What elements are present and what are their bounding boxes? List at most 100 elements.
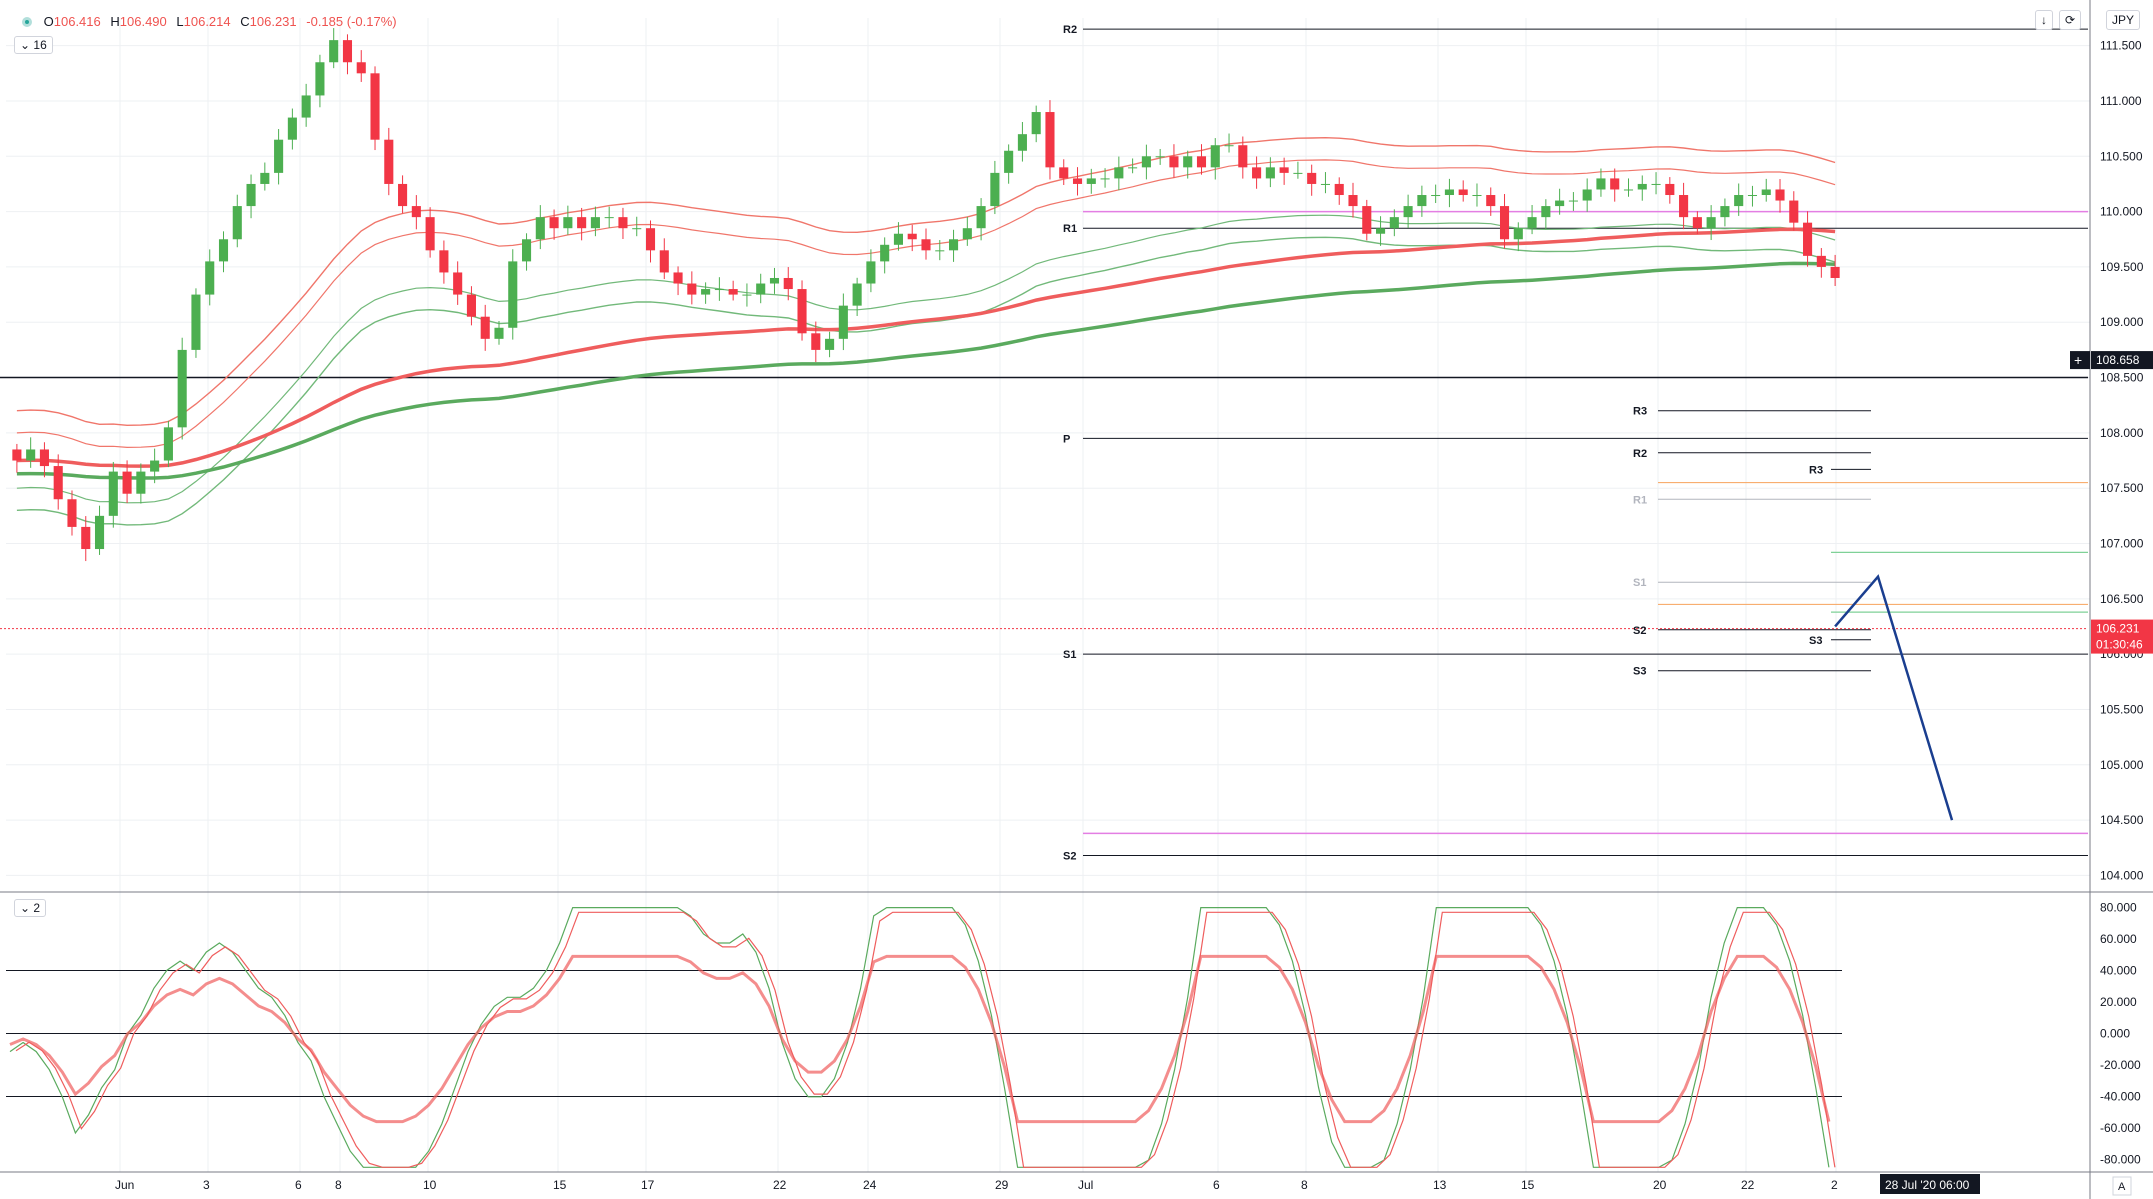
- candle-body: [907, 233, 917, 240]
- candle-body: [453, 272, 463, 295]
- candle-body: [1114, 167, 1124, 179]
- candle-body: [1252, 167, 1262, 179]
- candle-body: [1348, 195, 1358, 207]
- candle-body: [232, 206, 242, 240]
- candle-body: [1376, 228, 1386, 234]
- candle-body: [1265, 167, 1275, 179]
- candle-body: [205, 261, 215, 295]
- time-tick-label: 10: [423, 1178, 437, 1192]
- candle-body: [274, 139, 284, 173]
- ohlc-o-value: 106.416: [53, 14, 101, 29]
- candle-body: [1486, 195, 1496, 207]
- weekly-pivot-label: S2: [1633, 625, 1646, 637]
- chevron-down-icon: ⌄: [20, 38, 31, 52]
- candle-body: [728, 289, 738, 295]
- osc-tick-label: -20.000: [2100, 1058, 2141, 1072]
- osc-tick-label: 80.000: [2100, 901, 2137, 915]
- candle-body: [1183, 156, 1193, 168]
- chevron-down-icon: ⌄: [20, 901, 31, 915]
- time-tick-label: 15: [553, 1178, 567, 1192]
- candle-body: [1830, 266, 1840, 278]
- time-tick-label: 13: [1433, 1178, 1447, 1192]
- price-tick-label: 105.000: [2100, 758, 2144, 772]
- candle-body: [1458, 189, 1468, 196]
- projection-line: [1834, 574, 1954, 821]
- candle-body: [1568, 200, 1578, 202]
- candle-body: [769, 277, 780, 284]
- weekly-pivot-label: R2: [1633, 448, 1647, 460]
- candle-body: [370, 73, 380, 140]
- stoch-d-line: [15, 911, 1836, 1168]
- time-tick-label: 8: [1301, 1178, 1308, 1192]
- reset-button[interactable]: ⟳: [2059, 10, 2082, 30]
- candle-body: [1665, 183, 1675, 196]
- time-tick-label: 24: [863, 1178, 877, 1192]
- candle-body: [1610, 178, 1620, 190]
- candle-body: [590, 217, 600, 229]
- candle-body: [604, 217, 614, 219]
- price-tick-label: 104.500: [2100, 813, 2144, 827]
- candle-body: [218, 239, 229, 262]
- price-tick-label: 107.000: [2100, 537, 2144, 551]
- time-tick-label: 6: [295, 1178, 302, 1192]
- candle-body: [577, 217, 587, 229]
- candle-body: [53, 466, 63, 500]
- currency-label[interactable]: JPY: [2106, 10, 2141, 30]
- candle-body: [893, 233, 903, 245]
- candle-body: [1141, 156, 1151, 168]
- candle-body: [411, 206, 421, 218]
- time-tick-label: 6: [1213, 1178, 1220, 1192]
- pivot-label: P: [1063, 433, 1070, 445]
- candle-body: [1761, 189, 1771, 196]
- candle-body: [756, 283, 766, 295]
- candle-body: [122, 471, 132, 494]
- time-tick-label: 2: [1831, 1178, 1838, 1192]
- candle-body: [1706, 217, 1716, 229]
- ohlc-change: -0.185 (-0.17%): [306, 14, 397, 29]
- time-tick-label: 15: [1521, 1178, 1535, 1192]
- candle-body: [990, 172, 1000, 207]
- envelope-upper-outer: [16, 136, 1836, 427]
- crosshair-time-box: [1880, 1174, 1980, 1194]
- candle-body: [1555, 200, 1565, 207]
- candle-body: [976, 206, 986, 229]
- ohlc-c-value: 106.231: [249, 14, 297, 29]
- candle-body: [1513, 228, 1523, 240]
- candle-body: [1816, 255, 1826, 267]
- main-indicators-toggle[interactable]: ⌄ 16: [14, 36, 53, 54]
- candle-body: [1775, 189, 1785, 201]
- candle-body: [852, 283, 862, 306]
- candle-body: [714, 289, 724, 291]
- price-tick-label: 110.000: [2100, 205, 2143, 219]
- osc-tick-label: -40.000: [2100, 1089, 2141, 1103]
- candle-body: [67, 499, 77, 527]
- envelope-lower-outer: [16, 236, 1836, 526]
- candle-body: [1679, 195, 1689, 218]
- candle-body: [632, 228, 642, 230]
- daily-pivot-label: S3: [1809, 635, 1822, 647]
- weekly-pivot-label: R1: [1633, 494, 1647, 506]
- stoch-k-line: [9, 907, 1830, 1168]
- candle-body: [673, 272, 683, 284]
- pivot-label: S1: [1063, 649, 1076, 661]
- price-tick-label: 108.000: [2100, 426, 2144, 440]
- candle-body: [1403, 206, 1413, 218]
- candle-body: [356, 62, 366, 74]
- candle-body: [701, 289, 711, 295]
- scroll-down-button[interactable]: ↓: [2035, 10, 2053, 30]
- price-tick-label: 111.500: [2100, 39, 2142, 53]
- time-tick-label: 8: [335, 1178, 342, 1192]
- daily-pivot-label: R3: [1809, 464, 1823, 476]
- candle-body: [1527, 217, 1537, 229]
- candle-body: [1803, 222, 1813, 256]
- pivot-label: S2: [1063, 850, 1076, 862]
- osc-indicators-toggle[interactable]: ⌄ 2: [14, 899, 47, 917]
- candle-body: [1196, 156, 1207, 168]
- time-tick-label: 22: [1741, 1178, 1755, 1192]
- candle-body: [1334, 183, 1344, 196]
- horizontal-lines: [0, 28, 2088, 856]
- candle-body: [136, 471, 146, 494]
- candle-body: [783, 277, 793, 290]
